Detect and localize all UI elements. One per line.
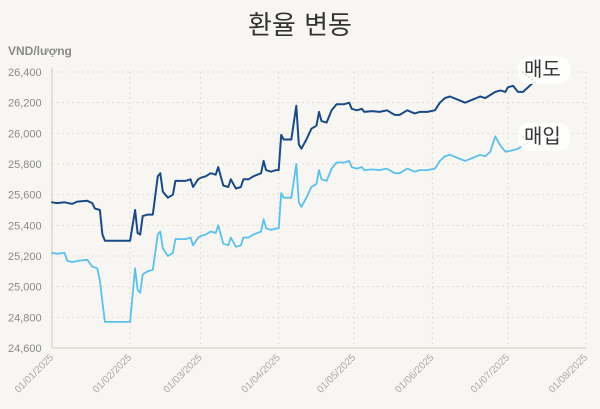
x-tick-label: 01/05/2025	[315, 352, 358, 395]
x-tick-label: 01/02/2025	[91, 352, 134, 395]
series-label-halo	[518, 123, 570, 151]
series-lines	[51, 81, 535, 323]
y-tick-label: 26,200	[8, 98, 42, 110]
series-label-halo	[518, 56, 570, 84]
y-tick-label: 24,800	[8, 312, 42, 324]
y-tick-label: 25,400	[8, 220, 42, 232]
series-label-sell: 매도	[524, 57, 561, 81]
y-tick-label: 25,000	[8, 282, 42, 294]
series-line-buy	[51, 135, 534, 323]
y-tick-label: 25,200	[8, 251, 42, 263]
y-tick-label: 25,800	[8, 159, 42, 171]
x-tick-label: 01/07/2025	[469, 352, 512, 395]
x-tick-label: 01/08/2025	[547, 352, 590, 395]
y-tick-label: 26,400	[8, 67, 42, 79]
y-tick-label: 26,000	[8, 128, 42, 140]
series-label-leader	[519, 69, 537, 84]
gridlines	[52, 71, 587, 348]
chart-title: 환율 변동	[248, 11, 352, 41]
series-label-leader	[519, 136, 537, 139]
x-tick-label: 01/06/2025	[393, 352, 436, 395]
series-line-sell	[51, 81, 535, 242]
x-tick-label: 01/01/2025	[13, 352, 56, 395]
y-axis-unit-label: VND/lượng	[8, 44, 72, 58]
axes: 24,600 24,800 25,000 25,200 25,400 25,600 25,8…	[8, 67, 590, 396]
y-tick-label: 24,600	[8, 343, 42, 355]
series-label-buy: 매입	[524, 124, 561, 148]
x-tick-label: 01/03/2025	[162, 352, 205, 395]
y-tick-label: 25,600	[8, 190, 42, 202]
x-tick-label: 01/04/2025	[240, 352, 283, 395]
